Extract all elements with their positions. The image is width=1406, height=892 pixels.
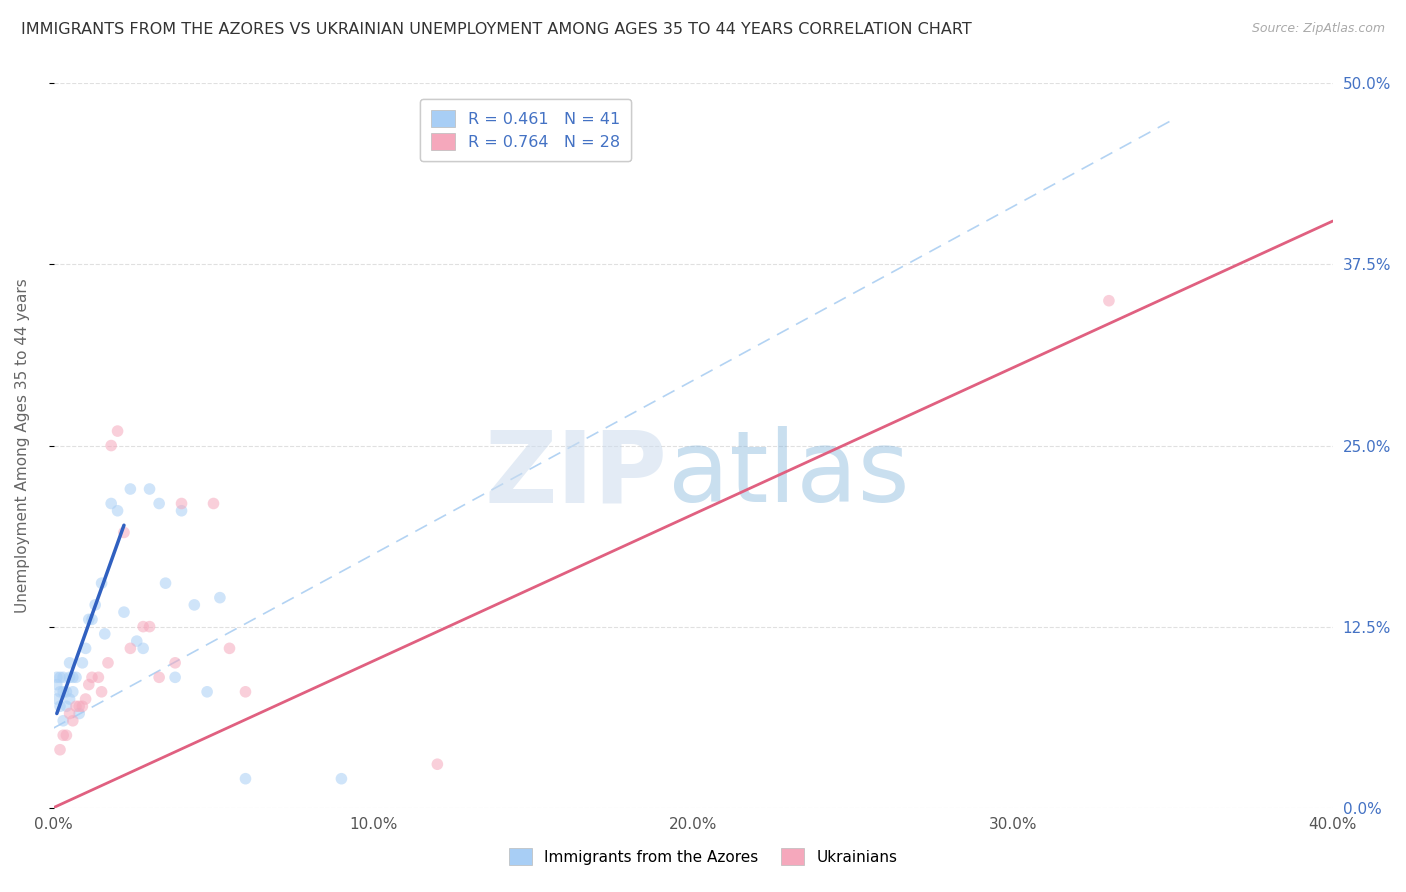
Point <box>138 619 160 633</box>
Point <box>52 714 75 728</box>
Point <box>100 496 122 510</box>
Point <box>235 685 257 699</box>
Point <box>80 670 103 684</box>
Text: IMMIGRANTS FROM THE AZORES VS UKRAINIAN UNEMPLOYMENT AMONG AGES 35 TO 44 YEARS C: IMMIGRANTS FROM THE AZORES VS UKRAINIAN … <box>21 22 972 37</box>
Point <box>45 670 67 684</box>
Text: atlas: atlas <box>668 426 910 523</box>
Legend: R = 0.461   N = 41, R = 0.764   N = 28: R = 0.461 N = 41, R = 0.764 N = 28 <box>420 99 631 161</box>
Point <box>138 482 160 496</box>
Point <box>195 685 218 699</box>
Point <box>426 757 449 772</box>
Point <box>132 641 155 656</box>
Point <box>59 692 82 706</box>
Point <box>62 714 84 728</box>
Point <box>59 670 82 684</box>
Point <box>100 439 122 453</box>
Point <box>183 598 205 612</box>
Point <box>49 685 72 699</box>
Point <box>90 685 112 699</box>
Point <box>330 772 353 786</box>
Point <box>65 699 87 714</box>
Point <box>62 685 84 699</box>
Point <box>112 525 135 540</box>
Text: ZIP: ZIP <box>485 426 668 523</box>
Point <box>202 496 225 510</box>
Point <box>72 656 94 670</box>
Text: Source: ZipAtlas.com: Source: ZipAtlas.com <box>1251 22 1385 36</box>
Point <box>208 591 231 605</box>
Legend: Immigrants from the Azores, Ukrainians: Immigrants from the Azores, Ukrainians <box>503 842 903 871</box>
Point <box>218 641 240 656</box>
Point <box>77 677 100 691</box>
Point <box>120 641 142 656</box>
Point <box>87 670 110 684</box>
Point <box>77 612 100 626</box>
Point <box>80 612 103 626</box>
Point <box>52 670 75 684</box>
Point <box>107 424 129 438</box>
Point <box>67 706 90 721</box>
Point <box>67 699 90 714</box>
Point <box>59 706 82 721</box>
Point <box>165 670 187 684</box>
Point <box>62 670 84 684</box>
Point <box>170 496 193 510</box>
Point <box>72 699 94 714</box>
Point <box>49 670 72 684</box>
Point <box>107 504 129 518</box>
Y-axis label: Unemployment Among Ages 35 to 44 years: Unemployment Among Ages 35 to 44 years <box>15 278 30 613</box>
Point <box>75 692 97 706</box>
Point <box>132 619 155 633</box>
Point <box>49 699 72 714</box>
Point <box>75 641 97 656</box>
Point <box>45 692 67 706</box>
Point <box>94 627 117 641</box>
Point <box>97 656 120 670</box>
Point <box>55 685 77 699</box>
Point <box>55 699 77 714</box>
Point <box>59 656 82 670</box>
Point <box>84 598 107 612</box>
Point <box>112 605 135 619</box>
Point <box>170 504 193 518</box>
Point <box>125 634 148 648</box>
Point <box>148 670 170 684</box>
Point <box>155 576 177 591</box>
Point <box>49 743 72 757</box>
Point <box>235 772 257 786</box>
Point <box>45 677 67 691</box>
Point <box>165 656 187 670</box>
Point <box>1098 293 1121 308</box>
Point <box>120 482 142 496</box>
Point <box>55 728 77 742</box>
Point <box>65 670 87 684</box>
Point <box>52 728 75 742</box>
Point <box>90 576 112 591</box>
Point <box>52 685 75 699</box>
Point <box>148 496 170 510</box>
